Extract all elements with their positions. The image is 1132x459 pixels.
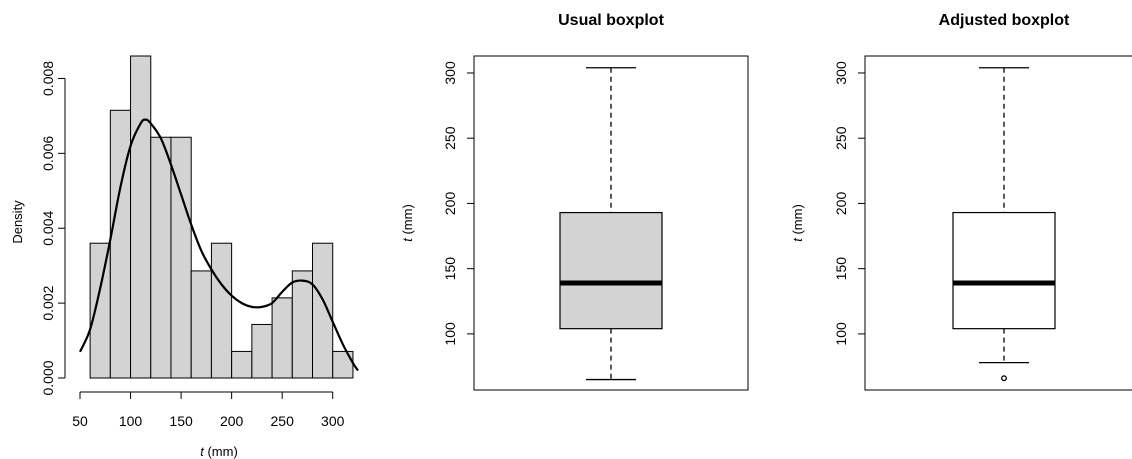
y-axis-label: Density <box>10 200 25 244</box>
y-axis-label-unit: (mm) <box>400 204 415 238</box>
y-tick-label: 0.000 <box>40 360 56 395</box>
x-tick-label: 200 <box>220 413 244 429</box>
usual-boxplot-panel: Usual boxplot 100 150 200 250 300 t (mm) <box>400 12 749 391</box>
histogram-bar <box>89 242 111 379</box>
histogram-bar <box>251 323 273 379</box>
density-curve <box>78 118 359 372</box>
box <box>559 211 663 330</box>
y-tick-label: 300 <box>442 61 458 85</box>
y-tick-label: 200 <box>442 192 458 216</box>
histogram-bar <box>332 350 354 379</box>
outlier-point <box>1001 375 1007 382</box>
x-axis-label-var: t <box>200 444 205 459</box>
y-tick-label: 0.006 <box>40 136 56 171</box>
chart-title: Usual boxplot <box>558 12 664 29</box>
histogram-bar <box>150 136 172 379</box>
y-ticks: 100 150 200 250 300 <box>442 61 475 346</box>
y-tick-label: 250 <box>833 126 849 150</box>
x-tick-label: 300 <box>321 413 345 429</box>
y-tick-label: 300 <box>833 61 849 85</box>
y-tick-label: 100 <box>833 322 849 346</box>
y-ticks: 100 150 200 250 300 <box>833 61 866 346</box>
histogram-bar <box>130 55 152 379</box>
histogram-bar <box>170 136 192 379</box>
chart-title: Adjusted boxplot <box>939 12 1070 29</box>
boxplot <box>559 67 663 381</box>
x-tick-label: 250 <box>271 413 295 429</box>
y-tick-label: 0.002 <box>40 285 56 320</box>
histogram-bar <box>271 297 293 379</box>
y-tick-label: 150 <box>833 257 849 281</box>
x-ticks: 50 100 150 200 250 300 <box>72 392 345 429</box>
boxplot <box>952 67 1056 382</box>
y-axis-label: t (mm) <box>790 204 805 242</box>
x-axis-label-unit: (mm) <box>204 444 238 459</box>
y-tick-label: 0.008 <box>40 61 56 96</box>
y-axis-label-unit: (mm) <box>790 204 805 238</box>
y-ticks: 0.000 0.002 0.004 0.006 0.008 <box>40 61 65 396</box>
y-tick-label: 250 <box>442 126 458 150</box>
y-axis-label-var: t <box>400 237 415 242</box>
histogram-bar <box>291 270 314 379</box>
histogram-bar <box>190 270 212 379</box>
x-tick-label: 150 <box>169 413 193 429</box>
histogram-bar <box>231 350 253 379</box>
box <box>952 211 1056 330</box>
y-tick-label: 100 <box>442 322 458 346</box>
adjusted-boxplot-panel: Adjusted boxplot 100 150 200 250 300 t (mm) <box>790 12 1132 391</box>
histogram-bar <box>312 242 334 379</box>
x-tick-label: 100 <box>119 413 143 429</box>
histogram-bars <box>89 55 354 379</box>
y-tick-label: 200 <box>833 192 849 216</box>
histogram-bar <box>210 242 233 379</box>
x-axis-label: t (mm) <box>200 444 238 459</box>
y-axis-label-var: t <box>790 237 805 242</box>
histogram-bar <box>109 109 132 379</box>
histogram-panel: 50 100 150 200 250 300 0.0000.0020.0040.0060.… <box>10 55 359 459</box>
y-axis-label: t (mm) <box>400 204 415 242</box>
y-tick-label: 0.004 <box>40 211 56 246</box>
y-tick-label: 150 <box>442 257 458 281</box>
x-tick-label: 50 <box>72 413 88 429</box>
